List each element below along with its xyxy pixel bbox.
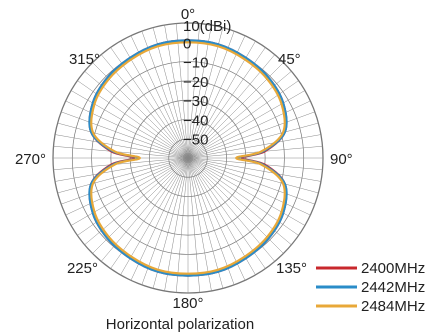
r-tick-label: −40 <box>183 112 208 129</box>
angle-label-135: 135° <box>276 260 307 277</box>
grid-spoke <box>175 23 189 159</box>
series-layer <box>88 39 288 277</box>
grid-spoke <box>187 23 201 159</box>
grid-spoke <box>152 157 189 289</box>
r-tick-label: 10(dBi) <box>183 18 231 35</box>
grid-spoke <box>70 90 189 159</box>
grid-spoke <box>187 90 306 159</box>
grid-spoke <box>164 157 189 291</box>
grid-spoke <box>187 157 201 293</box>
r-tick-label: 0 <box>183 35 191 52</box>
grid-spoke <box>187 157 319 194</box>
grid-spoke <box>187 111 315 159</box>
legend-label: 2484MHz <box>361 298 425 315</box>
grid-spoke <box>187 157 235 285</box>
grid-spoke <box>187 35 246 159</box>
r-tick-label: −10 <box>183 55 208 72</box>
legend-label: 2442MHz <box>361 279 425 296</box>
series-line-2442MHz <box>88 39 288 277</box>
r-tick-label: −20 <box>183 74 208 91</box>
grid-spoke <box>187 157 256 276</box>
angle-label-0: 0° <box>181 6 195 23</box>
grid-spoke <box>53 157 189 171</box>
grid-spoke <box>61 157 189 205</box>
grid-spoke <box>187 157 212 291</box>
r-tick-label: −50 <box>183 132 208 149</box>
grid-spoke <box>187 157 315 205</box>
grid-spoke <box>61 111 189 159</box>
grid-spoke <box>120 40 189 159</box>
grid-spoke <box>187 157 323 171</box>
grid-spoke <box>187 122 319 159</box>
grid-spoke <box>65 100 189 159</box>
grid-spoke <box>187 25 212 159</box>
grid-spoke <box>187 31 235 159</box>
grid-spoke <box>187 134 321 159</box>
grid-spoke <box>55 157 189 182</box>
grid-spoke <box>175 157 189 293</box>
grid-spoke <box>120 157 189 276</box>
grid-spoke <box>141 31 189 159</box>
r-tick-label: −30 <box>183 93 208 110</box>
polar-grid <box>52 22 324 294</box>
grid-spoke <box>187 40 256 159</box>
legend: 2400MHz 2442MHz 2484MHz <box>316 260 425 315</box>
legend-label: 2400MHz <box>361 260 425 277</box>
grid-spoke <box>130 35 189 159</box>
grid-spoke <box>141 157 189 285</box>
angle-label-90: 90° <box>330 151 353 168</box>
grid-spoke <box>187 157 306 226</box>
labels-layer: 10(dBi)0 −10 −20 −30 −40 −50 0° 45° 90° 135° 180° 2… <box>15 6 353 312</box>
grid-spoke <box>130 157 189 281</box>
grid-spoke <box>187 157 311 216</box>
grid-spoke <box>187 157 321 182</box>
grid-spoke <box>152 27 189 159</box>
grid-spoke <box>57 157 189 194</box>
angle-label-315: 315° <box>69 51 100 68</box>
angle-label-225: 225° <box>67 260 98 277</box>
grid-spoke <box>70 157 189 226</box>
grid-spoke <box>53 145 189 159</box>
grid-spoke <box>57 122 189 159</box>
grid-spoke <box>187 27 224 159</box>
grid-spoke <box>187 145 323 159</box>
chart-title: Horizontal polarization <box>106 316 254 333</box>
series-line-2484MHz <box>90 41 286 275</box>
grid-spoke <box>65 157 189 216</box>
angle-label-180: 180° <box>172 295 203 312</box>
grid-spoke <box>187 100 311 159</box>
angle-label-270: 270° <box>15 151 46 168</box>
grid-spoke <box>55 134 189 159</box>
grid-spoke <box>187 157 246 281</box>
angle-label-45: 45° <box>278 51 301 68</box>
grid-spoke <box>164 25 189 159</box>
grid-spoke <box>187 157 224 289</box>
